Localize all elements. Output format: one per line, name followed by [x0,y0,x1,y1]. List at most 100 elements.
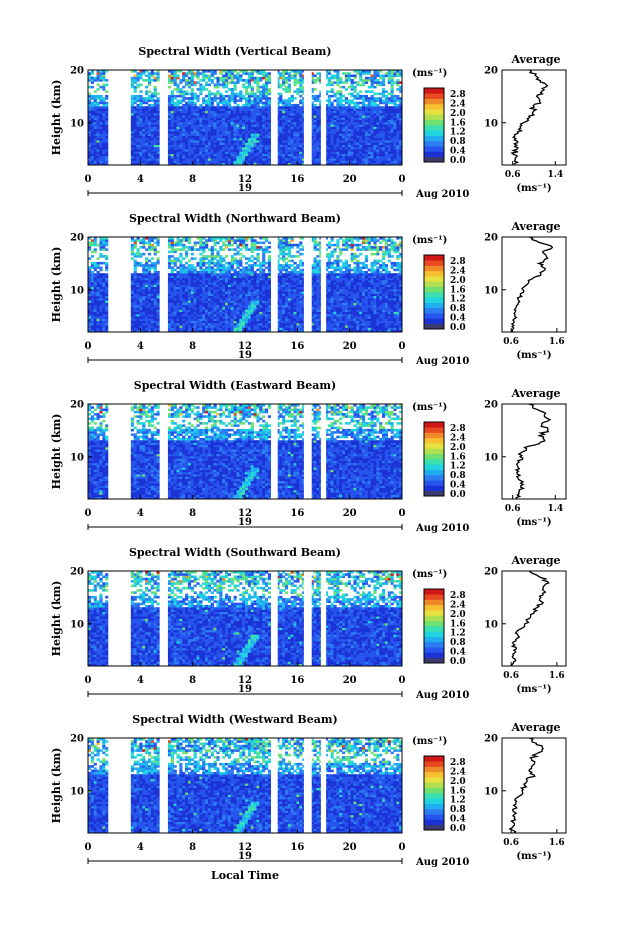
heatmap-cell [102,295,106,299]
heatmap-cell [359,108,363,112]
heatmap-cell [387,155,391,159]
heatmap-cell [93,322,97,326]
heatmap-cell [187,117,192,121]
heatmap-cell [290,144,294,148]
heatmap-cell [225,273,229,276]
heatmap-cell [250,117,254,121]
heatmap-cell [264,83,269,87]
heatmap-cell [356,81,360,84]
heatmap-cell [373,153,377,157]
heatmap-cell [233,144,237,148]
heatmap-cell [216,266,220,269]
heatmap-cell [227,122,232,125]
heatmap-cell [367,110,371,114]
heatmap-cell [373,122,377,125]
heatmap-cell [142,268,146,272]
heatmap-cell [319,110,323,114]
heatmap-cell [105,137,109,141]
heatmap-cell [250,70,254,73]
heatmap-cell [253,119,257,123]
heatmap-cell [173,291,177,294]
colorbar-swatch [424,156,444,163]
heatmap-cell [139,90,143,93]
heatmap-cell [182,135,186,139]
heatmap-cell [247,133,251,136]
heatmap-cell [239,142,243,145]
heatmap-cell [167,151,172,154]
heatmap-cell [185,275,189,279]
heatmap-cell [299,74,303,78]
heatmap-cell [219,311,223,315]
heatmap-cell [176,309,180,312]
heatmap-cell [219,275,223,279]
heatmap-cell [399,85,403,89]
heatmap-cell [333,119,337,123]
heatmap-cell [344,131,349,134]
heatmap-cell [150,112,154,116]
heatmap-cell [284,90,289,93]
heatmap-cell [150,79,154,82]
heatmap-cell [316,126,320,130]
heatmap-cell [176,117,180,121]
heatmap-cell [207,126,212,130]
heatmap-cell [199,309,203,312]
heatmap-cell [284,103,289,107]
heatmap-cell [227,261,232,265]
heatmap-cell [259,117,263,121]
heatmap-cell [347,110,351,114]
heatmap-cell [176,248,180,251]
heatmap-cell [202,124,206,127]
heatmap-cell [336,108,340,112]
heatmap-cell [299,79,303,82]
heatmap-cell [316,128,320,132]
heatmap-cell [319,149,323,152]
heatmap-cell [282,137,286,141]
heatmap-cell [262,74,266,78]
heatmap-cell [145,137,149,141]
heatmap-cell [219,313,223,317]
heatmap-cell [202,270,206,274]
heatmap-cell [196,279,200,283]
heatmap-cell [99,110,103,114]
heatmap-cell [282,140,286,143]
heatmap-cell [147,99,152,102]
heatmap-cell [179,264,183,267]
heatmap-cell [239,99,243,102]
heatmap-cell [342,128,346,132]
heatmap-cell [225,313,229,317]
heatmap-cell [236,293,240,297]
heatmap-cell [173,144,177,148]
heatmap-cell [362,135,366,139]
heatmap-cell [370,133,374,136]
heatmap-cell [185,255,189,258]
heatmap-cell [239,146,243,150]
heatmap-cell [299,110,303,114]
heatmap-cell [182,325,186,328]
heatmap-cell [324,124,329,127]
heatmap-cell [207,318,212,321]
heatmap-cell [173,110,177,114]
heatmap-cell [199,329,203,333]
heatmap-cell [219,115,223,118]
heatmap-cell [199,128,203,132]
heatmap-cell [236,128,240,132]
heatmap-cell [262,115,266,118]
heatmap-cell [187,329,192,333]
heatmap-cell [236,311,240,315]
heatmap-cell [105,144,109,148]
heatmap-cell [230,275,234,279]
heatmap-cell [205,255,209,258]
heatmap-cell [259,70,263,73]
heatmap-cell [147,264,152,267]
heatmap-cell [133,119,137,123]
heatmap-cell [167,289,172,292]
heatmap-cell [390,99,394,102]
heatmap-cell [105,103,109,107]
heatmap-cell [327,149,331,152]
heatmap-cell [362,144,366,148]
heatmap-cell [96,117,100,121]
heatmap-cell [102,119,106,123]
heatmap-cell [202,268,206,272]
heatmap-cell [233,124,237,127]
heatmap-cell [105,300,109,303]
